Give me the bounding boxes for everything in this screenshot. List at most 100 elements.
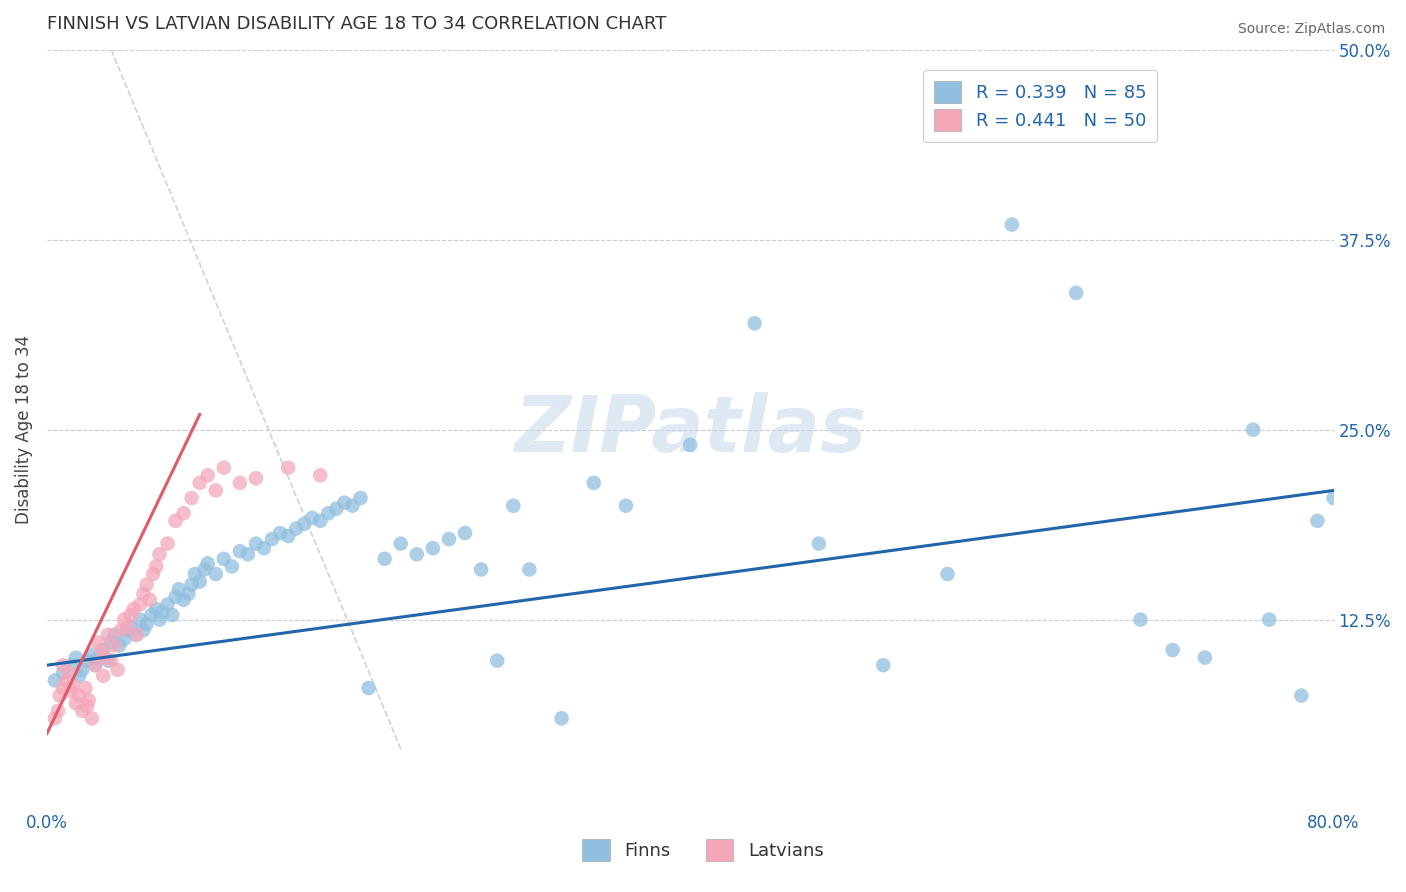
Point <box>204 483 226 498</box>
Point <box>58 665 80 680</box>
Point <box>301 511 323 525</box>
Point <box>188 475 211 490</box>
Point <box>65 650 87 665</box>
Point <box>173 592 195 607</box>
Point <box>156 536 179 550</box>
Point <box>342 499 364 513</box>
Point <box>165 514 187 528</box>
Point <box>100 654 122 668</box>
Point <box>318 506 340 520</box>
Point <box>184 567 207 582</box>
Point <box>550 711 572 725</box>
Point <box>120 608 142 623</box>
Point <box>221 559 243 574</box>
Point <box>52 681 75 695</box>
Point <box>1241 423 1264 437</box>
Point <box>245 536 267 550</box>
Point <box>197 468 219 483</box>
Point <box>91 669 114 683</box>
Point <box>46 704 69 718</box>
Point <box>437 532 460 546</box>
Point <box>97 628 120 642</box>
Point <box>135 617 157 632</box>
Point <box>165 590 187 604</box>
Point <box>117 624 139 638</box>
Point <box>212 460 235 475</box>
Point <box>197 557 219 571</box>
Point <box>132 587 155 601</box>
Point <box>91 643 114 657</box>
Point <box>1194 650 1216 665</box>
Point <box>156 598 179 612</box>
Point <box>486 654 509 668</box>
Point <box>80 648 103 662</box>
Point <box>180 491 202 505</box>
Point <box>152 605 174 619</box>
Point <box>1001 218 1024 232</box>
Point <box>1258 613 1281 627</box>
Point <box>389 536 412 550</box>
Point <box>112 632 135 647</box>
Y-axis label: Disability Age 18 to 34: Disability Age 18 to 34 <box>15 335 32 524</box>
Point <box>52 658 75 673</box>
Point <box>502 499 524 513</box>
Point <box>269 526 291 541</box>
Point <box>67 689 90 703</box>
Point <box>103 628 125 642</box>
Point <box>129 613 152 627</box>
Point <box>1161 643 1184 657</box>
Point <box>108 639 131 653</box>
Point <box>145 602 167 616</box>
Point <box>285 521 308 535</box>
Point <box>84 658 107 673</box>
Point <box>148 547 170 561</box>
Point <box>103 639 125 653</box>
Point <box>173 506 195 520</box>
Point <box>110 624 132 638</box>
Point <box>936 567 959 582</box>
Point <box>84 658 107 673</box>
Point <box>309 468 332 483</box>
Point <box>145 559 167 574</box>
Point <box>349 491 371 505</box>
Point <box>72 663 94 677</box>
Text: ZIPatlas: ZIPatlas <box>515 392 866 467</box>
Point <box>67 669 90 683</box>
Text: Source: ZipAtlas.com: Source: ZipAtlas.com <box>1237 22 1385 37</box>
Point <box>100 635 122 649</box>
Point <box>87 650 110 665</box>
Legend: R = 0.339   N = 85, R = 0.441   N = 50: R = 0.339 N = 85, R = 0.441 N = 50 <box>924 70 1157 143</box>
Point <box>76 654 98 668</box>
Point <box>1291 689 1313 703</box>
Point <box>470 562 492 576</box>
Point <box>97 654 120 668</box>
Point <box>744 316 766 330</box>
Point <box>148 613 170 627</box>
Point <box>87 635 110 649</box>
Point <box>77 693 100 707</box>
Point <box>72 704 94 718</box>
Point <box>180 577 202 591</box>
Point <box>49 689 72 703</box>
Point <box>1322 491 1344 505</box>
Point <box>679 438 702 452</box>
Point <box>112 613 135 627</box>
Point <box>139 592 162 607</box>
Point <box>582 475 605 490</box>
Point <box>162 608 184 623</box>
Point <box>75 681 97 695</box>
Point <box>129 598 152 612</box>
Point <box>188 574 211 589</box>
Point <box>212 551 235 566</box>
Point <box>107 663 129 677</box>
Point <box>142 567 165 582</box>
Point <box>277 529 299 543</box>
Point <box>229 544 252 558</box>
Point <box>94 650 117 665</box>
Point <box>120 620 142 634</box>
Point <box>193 562 215 576</box>
Point <box>614 499 637 513</box>
Point <box>807 536 830 550</box>
Point <box>44 711 66 725</box>
Point <box>1306 514 1329 528</box>
